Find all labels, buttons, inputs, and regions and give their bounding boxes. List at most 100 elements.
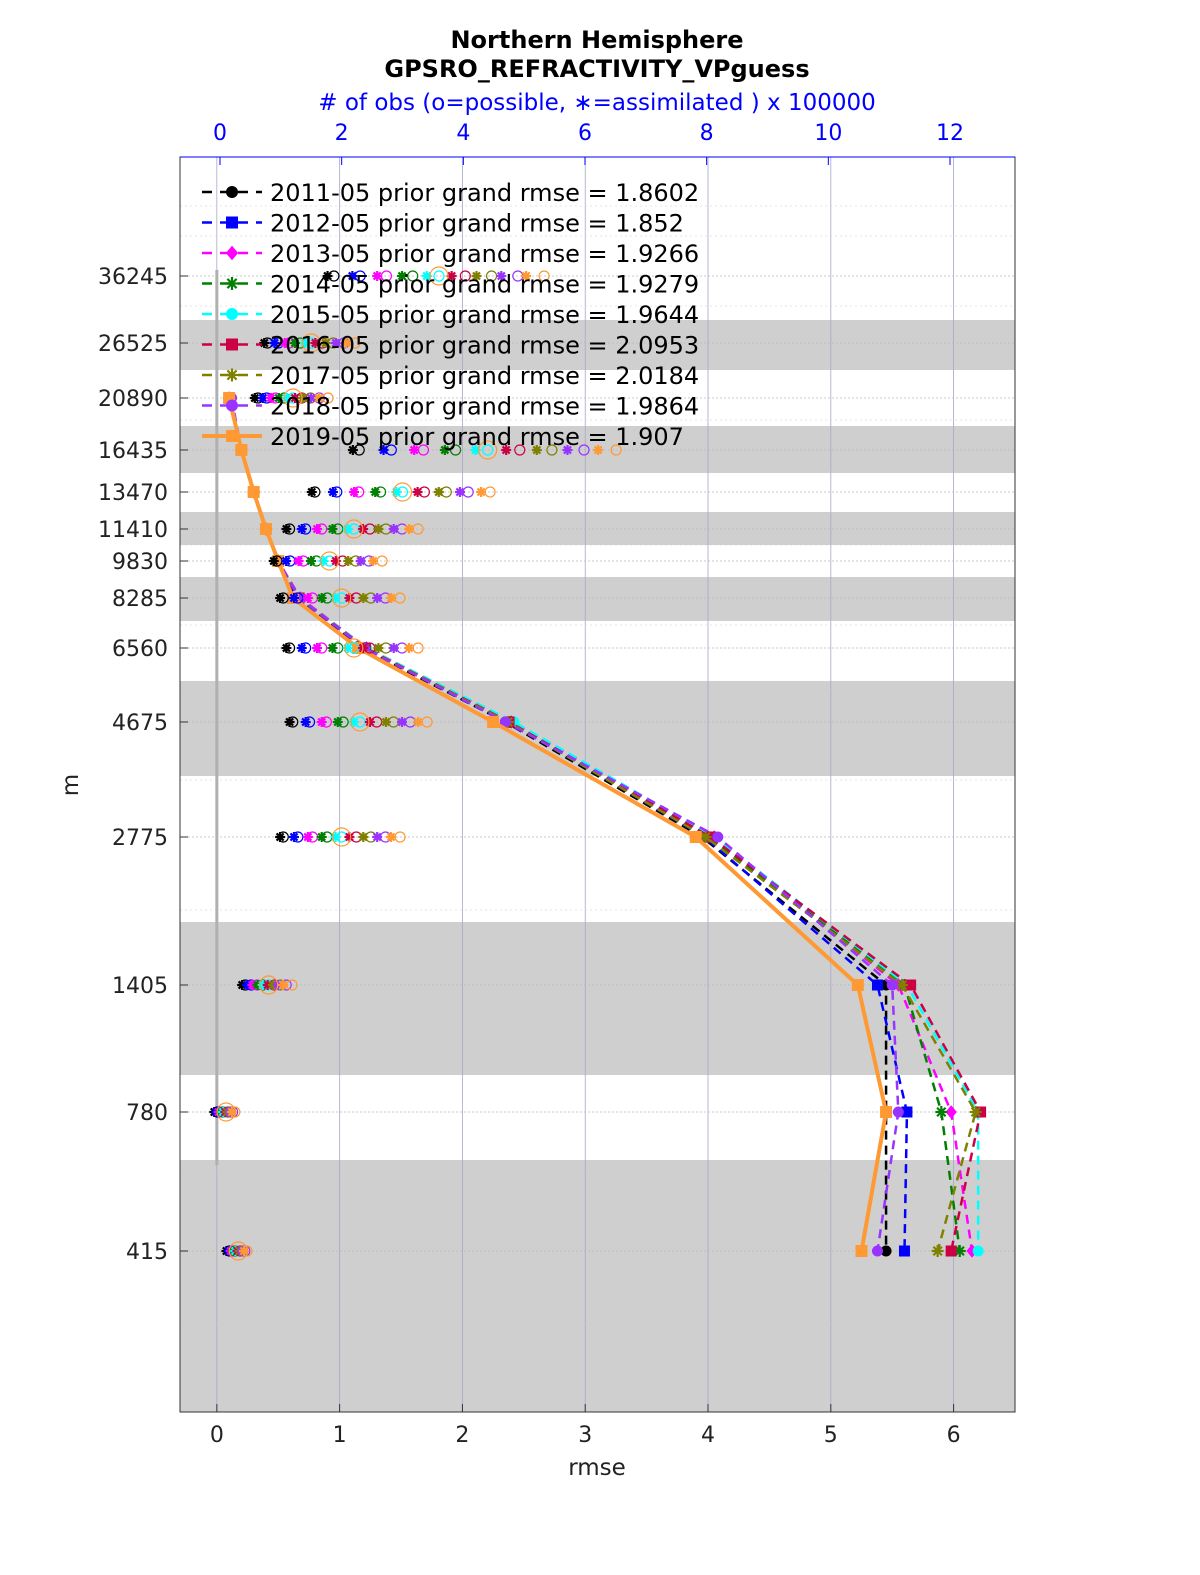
obs-assimilated-marker [279, 338, 290, 348]
obs-assimilated-marker [372, 593, 383, 603]
obs-assimilated-marker [269, 338, 280, 348]
obs-assimilated-marker [332, 717, 343, 727]
obs-assimilated-marker [471, 271, 482, 281]
obs-assimilated-marker [355, 556, 366, 566]
series-point [855, 1245, 868, 1257]
obs-possible-marker [610, 444, 622, 456]
legend-marker [226, 216, 238, 229]
obs-assimilated-marker [316, 717, 327, 727]
series-point [972, 1245, 984, 1257]
bands-layer [180, 320, 1015, 1412]
obs-assimilated-marker [289, 338, 300, 348]
obs-assimilated-marker [330, 556, 341, 566]
obs-assimilated-marker [281, 524, 292, 534]
top-tick-label: 10 [814, 121, 842, 146]
obs-assimilated-marker [373, 524, 384, 534]
series-point [699, 831, 712, 843]
series-point [945, 1245, 957, 1257]
legend-label: 2011-05 prior grand rmse = 1.8602 [270, 179, 699, 207]
obs-assimilated-marker [496, 271, 507, 281]
obs-assimilated-marker [322, 271, 333, 281]
obs-assimilated-marker [593, 445, 604, 455]
shaded-band [180, 681, 1015, 776]
obs-highlight-ring [319, 551, 340, 571]
legend-marker [225, 368, 239, 382]
obs-assimilated-marker [296, 643, 307, 653]
x-tick-label: 5 [824, 1423, 838, 1448]
obs-assimilated-marker [302, 593, 313, 603]
obs-assimilated-marker [288, 832, 299, 842]
shaded-band [180, 1160, 1015, 1412]
obs-assimilated-marker [347, 271, 358, 281]
obs-assimilated-marker [562, 445, 573, 455]
obs-assimilated-marker [327, 643, 338, 653]
obs-highlight-ring [332, 827, 352, 847]
obs-assimilated-marker [288, 593, 299, 603]
obs-assimilated-marker [521, 271, 532, 281]
obs-assimilated-marker [281, 643, 292, 653]
grid-layer [180, 157, 1015, 1412]
obs-highlight-ring [332, 588, 352, 608]
obs-assimilated-marker [476, 487, 487, 497]
obs-assimilated-marker [433, 487, 444, 497]
series-point [259, 523, 272, 535]
legend-marker [226, 338, 238, 351]
obs-assimilated-marker [296, 524, 307, 534]
y-tick-label: 4675 [112, 711, 168, 736]
obs-assimilated-marker [413, 717, 424, 727]
obs-assimilated-marker [268, 556, 279, 566]
obs-assimilated-marker [397, 717, 408, 727]
y-tick-label: 20890 [98, 387, 168, 412]
x-axis-label: rmse [568, 1455, 626, 1481]
obs-possible-marker [578, 444, 590, 456]
legend-marker [226, 308, 238, 320]
shaded-band [180, 320, 1015, 370]
series-point [969, 1106, 982, 1118]
series-line [230, 397, 900, 1252]
obs-assimilated-marker [421, 271, 432, 281]
series-line [227, 397, 909, 1252]
series-point [945, 1105, 957, 1119]
obs-highlight-ring [283, 388, 303, 408]
legend-label: 2018-05 prior grand rmse = 1.9864 [270, 393, 699, 421]
x-tick-label: 3 [578, 1423, 592, 1448]
obs-assimilated-marker [501, 445, 512, 455]
y-tick-label: 780 [126, 1101, 168, 1126]
obs-assimilated-marker [312, 643, 323, 653]
obs-assimilated-marker [404, 524, 415, 534]
series-point [487, 716, 500, 728]
obs-assimilated-marker [306, 487, 317, 497]
y-tick-label: 36245 [98, 265, 168, 290]
series-point [689, 831, 702, 843]
ticks-layer: 0 1 2 3 4 5 60 2 4 6 8 10 12362452652520890164351347… [98, 121, 964, 1448]
obs-possible-marker [538, 270, 550, 282]
top-tick-label: 6 [578, 121, 592, 146]
y-tick-label: 16435 [98, 439, 168, 464]
obs-assimilated-marker [226, 1107, 237, 1117]
obs-possible-marker [407, 270, 419, 282]
legend-marker [225, 277, 239, 290]
chart-title-line-1: Northern Hemisphere [450, 26, 743, 54]
obs-highlight-ring [350, 712, 370, 732]
legend-label: 2016-05 prior grand rmse = 2.0953 [270, 332, 699, 360]
obs-assimilated-marker [259, 338, 270, 348]
legend-marker [226, 430, 238, 442]
shaded-band [180, 922, 1015, 1075]
obs-highlight-ring [344, 638, 364, 658]
legend-label: 2014-05 prior grand rmse = 1.9279 [270, 271, 699, 299]
obs-assimilated-marker [409, 445, 420, 455]
series-point [898, 1245, 910, 1257]
obs-assimilated-marker [314, 393, 325, 403]
series-point [712, 831, 724, 843]
obs-assimilated-marker [330, 338, 341, 348]
y-tick-label: 1405 [112, 974, 168, 999]
obs-assimilated-marker [297, 393, 308, 403]
obs-assimilated-marker [358, 593, 369, 603]
series-point [896, 979, 909, 991]
obs-assimilated-marker [378, 445, 389, 455]
obs-assimilated-marker [386, 593, 397, 603]
obs-assimilated-marker [347, 445, 358, 455]
legend-label: 2019-05 prior grand rmse = 1.907 [270, 423, 684, 451]
obs-assimilated-marker [278, 980, 289, 990]
y-tick-label: 13470 [98, 481, 168, 506]
